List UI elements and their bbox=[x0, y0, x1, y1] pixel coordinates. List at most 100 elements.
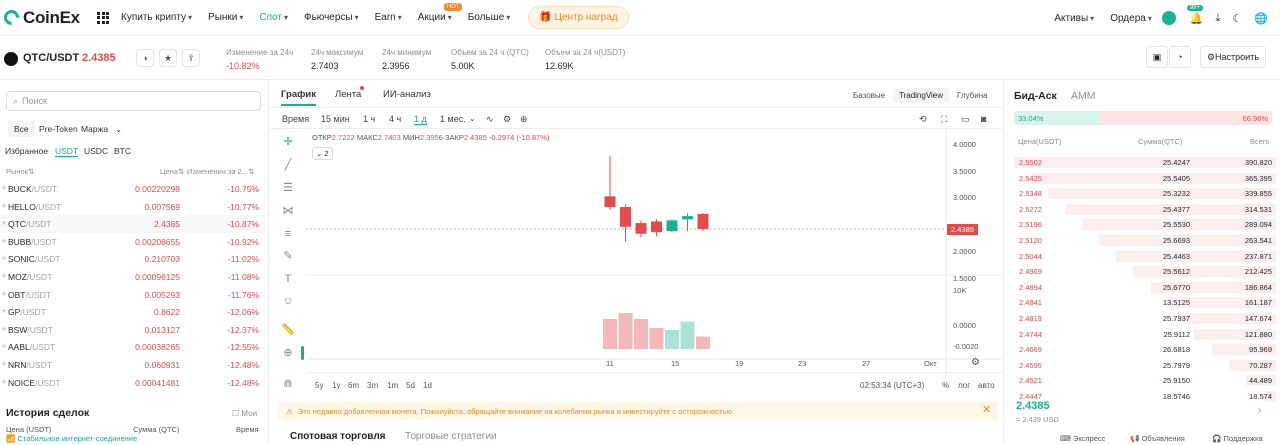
favorite-star-icon[interactable]: ★ bbox=[1, 273, 8, 280]
favorite-star-icon[interactable]: ★ bbox=[1, 220, 8, 228]
favorite-star-icon[interactable]: ★ bbox=[1, 202, 8, 210]
footer-ads[interactable]: 📢 Объявления bbox=[1130, 434, 1185, 443]
col-price[interactable]: Цена⇅ bbox=[160, 167, 185, 176]
market-search-input[interactable]: ⌕ Поиск bbox=[6, 91, 261, 111]
tab-trading-strategies[interactable]: Торговые стратегии bbox=[405, 431, 497, 442]
nav-spot[interactable]: Спот bbox=[259, 12, 288, 23]
view-depth[interactable]: Глубина bbox=[957, 91, 988, 100]
favorite-star-icon[interactable]: ★ bbox=[1, 290, 8, 298]
ask-row[interactable]: 2.5196 25.5530 289.094 bbox=[1014, 218, 1276, 231]
view-basic[interactable]: Базовые bbox=[853, 91, 886, 100]
nav-stocks[interactable]: Акции HOT bbox=[418, 3, 463, 23]
nav-futures[interactable]: Фьючерсы bbox=[304, 12, 359, 23]
camera-icon[interactable]: ◙ bbox=[981, 114, 987, 124]
percent-toggle[interactable]: % bbox=[942, 381, 950, 390]
ask-row[interactable]: 2.5272 25.4377 314.531 bbox=[1014, 203, 1276, 216]
ask-row[interactable]: 2.4894 25.6770 186.864 bbox=[1014, 281, 1276, 294]
layout-chart-icon[interactable]: ▭ bbox=[961, 114, 970, 124]
favorite-star-icon[interactable]: ★ bbox=[1, 185, 8, 192]
range-5y[interactable]: 5y bbox=[315, 381, 324, 390]
download-icon[interactable]: ⤓ bbox=[1215, 11, 1221, 24]
fullscreen-icon[interactable]: ⛶ bbox=[941, 114, 948, 124]
ask-row[interactable]: 2.5120 25.6693 263.541 bbox=[1014, 234, 1276, 247]
col-market[interactable]: Рынок⇅ bbox=[6, 167, 35, 176]
ruler-icon[interactable]: 📏 bbox=[281, 324, 295, 336]
chart-settings-icon[interactable]: ⚙ bbox=[503, 114, 512, 124]
favorite-star-icon[interactable]: ★ bbox=[1, 325, 8, 333]
market-row[interactable]: ★ GP/USDT 0.8622 -12.06% bbox=[0, 303, 265, 321]
trendline-icon[interactable]: ╱ bbox=[284, 159, 292, 171]
favorite-star-icon[interactable]: ★ bbox=[1, 343, 8, 351]
chart-settings-gear-icon[interactable]: ⚙ bbox=[971, 357, 980, 368]
col-change[interactable]: Изменения за 2...⇅ bbox=[187, 167, 255, 176]
market-row[interactable]: ★ SONIC/USDT 0.210703 -11.02% bbox=[0, 250, 265, 268]
zoom-icon[interactable]: ⊕ bbox=[283, 347, 293, 359]
indicators-collapse-button[interactable]: ⌄ 2 bbox=[312, 147, 333, 160]
nav-buy-crypto[interactable]: Купить крипту bbox=[121, 12, 192, 23]
chip-margin[interactable]: Маржа bbox=[81, 124, 109, 134]
market-row[interactable]: ★ NOICE/USDT 0.00041481 -12.48% bbox=[0, 374, 265, 392]
ask-row[interactable]: 2.4969 25.5612 212.425 bbox=[1014, 265, 1276, 278]
tab-chart[interactable]: График bbox=[281, 89, 317, 106]
chevron-down-icon[interactable]: ⌄ bbox=[115, 124, 123, 134]
tab-ai-analysis[interactable]: ИИ-анализ bbox=[383, 89, 431, 100]
log-toggle[interactable]: лог bbox=[958, 381, 971, 390]
nav-earn[interactable]: Earn bbox=[375, 12, 402, 23]
nav-assets[interactable]: Активы bbox=[1054, 13, 1094, 24]
range-6m[interactable]: 6m bbox=[348, 381, 360, 390]
market-row[interactable]: ★ MOZ/USDT 0.00096125 -11.08% bbox=[0, 268, 265, 286]
language-globe-icon[interactable]: 🌐 bbox=[1254, 12, 1268, 25]
crosshair-icon[interactable]: ✛ bbox=[283, 136, 293, 148]
nav-orders[interactable]: Ордера bbox=[1110, 13, 1152, 24]
tf-time[interactable]: Время bbox=[282, 114, 310, 124]
auto-toggle[interactable]: авто bbox=[978, 381, 995, 390]
replay-icon[interactable]: ⟲ bbox=[919, 114, 927, 124]
tab-orderbook[interactable]: Бид-Аск bbox=[1014, 90, 1057, 102]
speed-icon[interactable]: ◔ bbox=[1169, 46, 1191, 68]
ask-row[interactable]: 2.5044 25.4463 237.871 bbox=[1014, 250, 1276, 263]
range-5d[interactable]: 5d bbox=[406, 381, 415, 390]
favorite-star-icon[interactable]: ★ bbox=[1, 255, 8, 263]
tf-1mo[interactable]: 1 мес. bbox=[440, 114, 466, 124]
footer-support[interactable]: 🎧 Поддержка bbox=[1212, 434, 1263, 443]
ask-row[interactable]: 2.4744 25.9112 121.880 bbox=[1014, 328, 1276, 341]
pattern-icon[interactable]: ⋈ bbox=[282, 205, 294, 217]
range-1d[interactable]: 1d bbox=[423, 381, 432, 390]
hline-icon[interactable]: ☰ bbox=[283, 182, 293, 194]
range-1y[interactable]: 1y bbox=[332, 381, 341, 390]
market-row[interactable]: ★ OBT/USDT 0.005293 -11.76% bbox=[0, 286, 265, 304]
market-row[interactable]: ★ BUCK/USDT 0.00220298 -10.75% bbox=[0, 180, 265, 198]
tf-4h[interactable]: 4 ч bbox=[389, 114, 402, 124]
ask-row[interactable]: 2.4819 25.7937 147.674 bbox=[1014, 312, 1276, 325]
avatar[interactable] bbox=[1161, 11, 1176, 25]
footer-express[interactable]: ⌨ Экспресс bbox=[1060, 434, 1106, 443]
ask-row[interactable]: 2.5425 25.5405 365.395 bbox=[1014, 172, 1276, 185]
tab-spot-trading[interactable]: Спотовая торговля bbox=[290, 431, 386, 442]
theme-moon-icon[interactable]: ☾ bbox=[1232, 12, 1243, 25]
ask-row[interactable]: 2.4841 13.5125 161.187 bbox=[1014, 296, 1276, 309]
market-row[interactable]: ★ BUBB/USDT 0.00208655 -10.92% bbox=[0, 233, 265, 251]
coinex-logo[interactable]: CoinEx bbox=[0, 6, 82, 29]
market-row[interactable]: ★ BSW/USDT 0.013127 -12.37% bbox=[0, 321, 265, 339]
indicators-icon[interactable]: ∿ bbox=[486, 114, 494, 124]
add-icon[interactable]: ⊕ bbox=[520, 114, 528, 124]
ask-row[interactable]: 2.4447 18.5746 18.574 bbox=[1014, 390, 1276, 403]
close-notice-icon[interactable]: ✕ bbox=[982, 404, 992, 416]
ask-row[interactable]: 2.5348 25.3232 339.855 bbox=[1014, 187, 1276, 200]
market-row[interactable]: ★ HELLO/USDT 0.007569 -10.77% bbox=[0, 198, 265, 216]
market-row[interactable]: ★ NRN/USDT 0.060931 -12.48% bbox=[0, 356, 265, 374]
quote-btc[interactable]: BTC bbox=[114, 146, 131, 156]
tab-feed[interactable]: Лента bbox=[335, 89, 362, 100]
rewards-center-button[interactable]: 🎁 Центр наград bbox=[528, 6, 629, 29]
emoji-icon[interactable]: ☺ bbox=[282, 295, 294, 307]
quote-favorites[interactable]: Избранное bbox=[5, 146, 49, 156]
coin-info-icon[interactable]: ◑ bbox=[136, 49, 154, 67]
layout-icon[interactable]: ▣ bbox=[1146, 46, 1168, 68]
chip-all[interactable]: Все bbox=[8, 121, 35, 137]
nav-more[interactable]: Больше bbox=[468, 12, 511, 23]
bell-icon[interactable]: 🔔 99+ bbox=[1186, 4, 1204, 25]
nav-markets[interactable]: Рынки bbox=[208, 12, 243, 23]
chevron-right-icon[interactable]: › bbox=[1258, 405, 1262, 416]
pair-name[interactable]: QTC/USDT bbox=[23, 52, 80, 64]
my-trades-toggle[interactable]: ☐ Мои bbox=[232, 409, 258, 418]
